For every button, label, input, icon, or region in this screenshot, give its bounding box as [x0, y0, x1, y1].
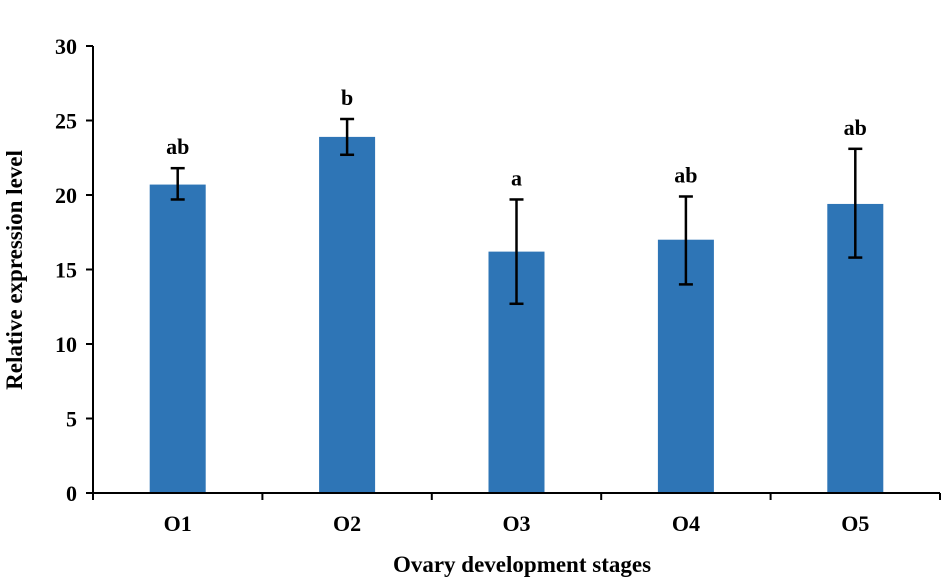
y-tick-label-10: 10 [55, 332, 77, 357]
significance-label-o1: ab [166, 134, 189, 159]
x-ticks-layer: O1 O2 O3 O4 O5 [92, 493, 941, 536]
y-tick-label-20: 20 [55, 183, 77, 208]
bar-o2 [319, 136, 376, 493]
x-axis-title: Ovary development stages [393, 552, 651, 577]
x-tick-label-o5: O5 [841, 511, 869, 536]
y-tick-label-5: 5 [66, 407, 77, 432]
significance-labels-layer: ab b a ab ab [166, 85, 867, 190]
y-tick-label-15: 15 [55, 258, 77, 283]
y-tick-label-30: 30 [55, 34, 77, 59]
bar-o1 [149, 184, 206, 493]
x-tick-label-o3: O3 [502, 511, 530, 536]
y-tick-label-0: 0 [66, 481, 77, 506]
x-tick-label-o4: O4 [672, 511, 700, 536]
error-bars-layer [170, 117, 863, 306]
x-tick-label-o1: O1 [164, 511, 192, 536]
y-tick-label-25: 25 [55, 109, 77, 134]
significance-label-o5: ab [844, 115, 867, 140]
significance-label-o3: a [511, 165, 522, 190]
significance-label-o4: ab [674, 162, 697, 187]
significance-label-o2: b [341, 85, 353, 110]
x-tick-label-o2: O2 [333, 511, 361, 536]
y-axis-title: Relative expression level [2, 150, 27, 390]
y-ticks-layer: 0 5 10 15 20 25 30 [55, 34, 93, 506]
